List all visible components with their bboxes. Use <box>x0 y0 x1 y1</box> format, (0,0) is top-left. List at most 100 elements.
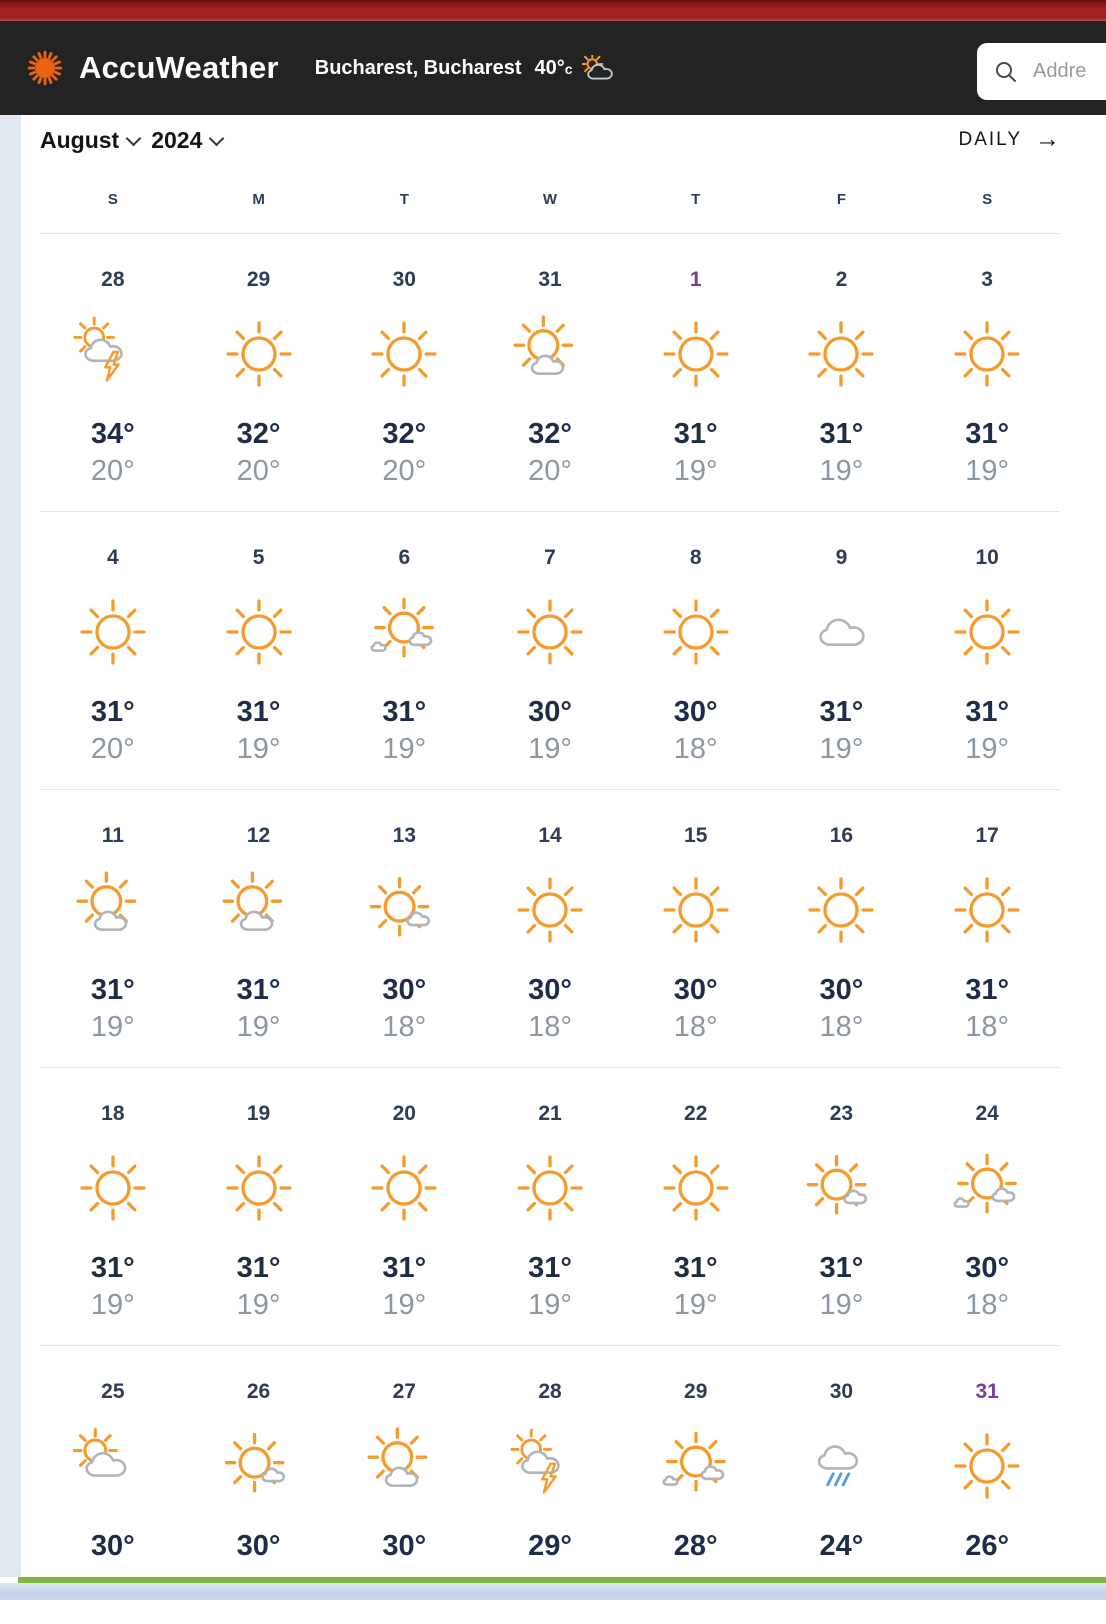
day-cell[interactable]: 28 29° <box>477 1346 623 1624</box>
weather-icon-wrap <box>508 590 592 674</box>
weather-icon-wrap <box>654 1424 738 1508</box>
accuweather-home-link[interactable]: AccuWeather <box>22 45 279 91</box>
day-cell[interactable]: 24 30° 18° <box>914 1068 1060 1345</box>
day-cell[interactable]: 13 30° 18° <box>331 790 477 1067</box>
high-temp: 31° <box>528 1252 572 1284</box>
high-temp: 31° <box>382 1252 427 1284</box>
day-cell[interactable]: 2 31° 19° <box>769 234 915 511</box>
high-temp: 31° <box>819 696 864 728</box>
day-cell[interactable]: 31 32° 20° <box>477 234 623 511</box>
mostly-cloudy-icon <box>72 1427 127 1477</box>
day-cell[interactable]: 12 31° 19° <box>186 790 332 1067</box>
day-cell[interactable]: 30 24° <box>769 1346 915 1624</box>
partly-cloudy-icon <box>581 54 613 79</box>
day-cell[interactable]: 8 30° 18° <box>623 512 769 789</box>
weather-icon-wrap <box>71 1146 155 1230</box>
day-cell[interactable]: 6 31° 19° <box>331 512 477 789</box>
weather-icon-wrap <box>217 868 301 952</box>
low-temp: 20° <box>236 455 281 487</box>
day-number: 3 <box>981 268 993 291</box>
day-cell[interactable]: 21 31° 19° <box>477 1068 623 1345</box>
calendar-week-row: 11 31° 19° 12 31° 19° 13 30° 18° 14 30° 18° 15 30° 18°… <box>40 790 1060 1068</box>
day-cell[interactable]: 22 31° 19° <box>623 1068 769 1345</box>
day-number: 27 <box>392 1380 416 1403</box>
weather-icon-wrap <box>508 1146 592 1230</box>
high-temp: 31° <box>965 418 1010 450</box>
low-temp: 19° <box>236 1289 281 1321</box>
calendar-grid: 28 34° 20° 29 32° 20° 30 32° 20° 31 32° 20° 1 31° 19° 2… <box>0 234 1106 1624</box>
weekday-label: T <box>399 190 409 208</box>
year-selector[interactable]: 2024 <box>151 127 234 154</box>
day-cell[interactable]: 29 28° <box>623 1346 769 1624</box>
sunny-icon <box>225 1155 292 1221</box>
day-number: 21 <box>538 1102 562 1125</box>
weekday-label: S <box>107 190 118 208</box>
day-cell[interactable]: 5 31° 19° <box>186 512 332 789</box>
low-temp: 19° <box>965 455 1010 487</box>
high-temp: 31° <box>236 696 281 728</box>
weather-icon-wrap <box>362 1424 446 1508</box>
day-number: 28 <box>101 268 125 291</box>
high-temp: 30° <box>382 974 427 1006</box>
day-cell[interactable]: 1 31° 19° <box>623 234 769 511</box>
high-temp: 32° <box>236 418 281 450</box>
high-temp: 31° <box>965 696 1010 728</box>
day-cell[interactable]: 17 31° 18° <box>914 790 1060 1067</box>
sunny-icon <box>808 877 875 943</box>
day-cell[interactable]: 14 30° 18° <box>477 790 623 1067</box>
high-temp: 30° <box>528 974 572 1006</box>
month-label: August <box>40 126 120 153</box>
day-cell[interactable]: 25 30° <box>40 1346 186 1624</box>
partly-sunny-icon <box>222 871 282 932</box>
day-number: 22 <box>684 1102 708 1125</box>
day-cell[interactable]: 4 31° 20° <box>40 512 186 789</box>
low-temp: 20° <box>90 455 135 487</box>
low-temp: 19° <box>819 733 864 765</box>
day-cell[interactable]: 29 32° 20° <box>186 234 332 511</box>
cloudy-icon <box>819 618 866 647</box>
partly-sunny-icon <box>367 1427 428 1488</box>
current-location[interactable]: Bucharest, Bucharest 40°c <box>315 54 616 82</box>
month-selector[interactable]: August <box>40 127 151 154</box>
day-cell[interactable]: 31 26° <box>914 1346 1060 1624</box>
sunny-icon <box>517 877 583 943</box>
day-cell[interactable]: 3 31° 19° <box>914 234 1060 511</box>
day-cell[interactable]: 20 31° 19° <box>331 1068 477 1345</box>
low-temp: 20° <box>528 455 572 487</box>
low-temp: 19° <box>236 733 281 765</box>
day-cell[interactable]: 7 30° 19° <box>477 512 623 789</box>
day-cell[interactable]: 15 30° 18° <box>623 790 769 1067</box>
day-number: 19 <box>246 1102 271 1125</box>
day-number: 10 <box>975 546 999 569</box>
sunny-icon <box>663 321 729 387</box>
weather-icon-wrap <box>217 590 301 674</box>
day-number: 17 <box>975 824 999 847</box>
day-cell[interactable]: 19 31° 19° <box>186 1068 332 1345</box>
daily-view-button[interactable]: DAILY → <box>958 124 1060 154</box>
calendar-toolbar: August 2024 DAILY → <box>0 115 1106 165</box>
day-cell[interactable]: 23 31° 19° <box>769 1068 915 1345</box>
low-temp: 19° <box>673 455 718 487</box>
day-cell[interactable]: 9 31° 19° <box>769 512 915 789</box>
day-cell[interactable]: 10 31° 19° <box>914 512 1060 789</box>
high-temp: 31° <box>819 418 864 450</box>
weather-icon-wrap <box>945 868 1029 952</box>
weather-icon-wrap <box>217 1424 301 1508</box>
sunny-icon <box>663 1155 729 1221</box>
weather-icon-wrap <box>654 868 738 952</box>
day-cell[interactable]: 16 30° 18° <box>769 790 915 1067</box>
day-cell[interactable]: 28 34° 20° <box>40 234 186 511</box>
day-cell[interactable]: 18 31° 19° <box>40 1068 186 1345</box>
day-cell[interactable]: 27 30° <box>331 1346 477 1624</box>
sunny-icon <box>80 1155 146 1221</box>
weather-icon-wrap <box>362 868 446 952</box>
day-cell[interactable]: 30 32° 20° <box>331 234 477 511</box>
day-cell[interactable]: 26 30° <box>186 1346 332 1624</box>
search-input[interactable] <box>1031 59 1106 84</box>
weather-icon-wrap <box>654 590 738 674</box>
weather-icon-wrap <box>799 1146 883 1230</box>
arrow-right-icon: → <box>1035 124 1060 153</box>
day-number: 29 <box>684 1380 708 1403</box>
low-temp: 18° <box>965 1289 1010 1321</box>
day-cell[interactable]: 11 31° 19° <box>40 790 186 1067</box>
